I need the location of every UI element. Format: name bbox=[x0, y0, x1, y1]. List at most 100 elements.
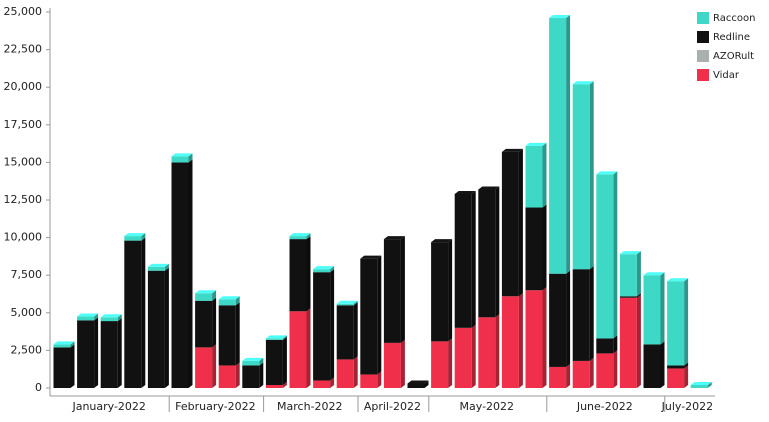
x-group-label: April-2022 bbox=[364, 400, 421, 413]
bar-segment bbox=[242, 365, 260, 388]
y-tick-label: 12,500 bbox=[4, 193, 43, 206]
bar-side bbox=[377, 255, 382, 375]
bar-segment bbox=[313, 380, 331, 388]
bar-segment bbox=[218, 365, 236, 388]
bar-top bbox=[407, 380, 429, 384]
bar-segment bbox=[171, 162, 189, 388]
bar-top bbox=[218, 296, 240, 300]
bar-side bbox=[282, 336, 287, 385]
bar-top bbox=[525, 142, 547, 146]
bar-segment bbox=[100, 321, 118, 388]
bar-segment bbox=[478, 317, 496, 388]
bar-side bbox=[448, 239, 453, 342]
bar-segment bbox=[596, 338, 614, 354]
y-tick-label: 2,500 bbox=[11, 343, 43, 356]
bar-side bbox=[377, 371, 382, 388]
bar-segment bbox=[171, 156, 189, 163]
bar-side bbox=[542, 142, 547, 208]
bar-side bbox=[70, 344, 75, 388]
bar-side bbox=[684, 278, 689, 366]
bar-segment bbox=[454, 327, 472, 388]
bar-side bbox=[235, 362, 240, 388]
bar-side bbox=[684, 365, 689, 388]
y-tick-label: 5,000 bbox=[11, 306, 43, 319]
bar-segment bbox=[218, 299, 236, 306]
bar-side bbox=[164, 263, 169, 271]
bar-top bbox=[619, 251, 641, 255]
bar-side bbox=[471, 190, 476, 328]
y-tick-label: 22,500 bbox=[4, 43, 43, 56]
bar-side bbox=[495, 186, 500, 318]
bar-segment bbox=[667, 365, 685, 369]
bar-segment bbox=[265, 338, 283, 340]
bar-side bbox=[117, 314, 122, 322]
bar-segment bbox=[549, 273, 567, 367]
bar-side bbox=[70, 341, 75, 348]
bar-segment bbox=[478, 189, 496, 318]
bar-side bbox=[471, 324, 476, 388]
bar-segment bbox=[431, 242, 449, 342]
bar-side bbox=[495, 314, 500, 388]
bar-segment bbox=[454, 193, 472, 328]
bar-segment bbox=[619, 296, 637, 298]
bar-segment bbox=[383, 239, 401, 343]
y-tick-label: 17,500 bbox=[4, 118, 43, 131]
x-group-label: January-2022 bbox=[71, 400, 145, 413]
bar-top bbox=[454, 190, 476, 194]
bar-segment bbox=[289, 239, 307, 312]
bar-side bbox=[636, 294, 641, 388]
bar-segment bbox=[100, 317, 118, 322]
bar-segment bbox=[643, 344, 661, 388]
bar-side bbox=[518, 148, 523, 297]
bar-top bbox=[289, 233, 311, 237]
bar-segment bbox=[690, 384, 708, 388]
bar-top bbox=[124, 233, 146, 237]
bar-segment bbox=[596, 174, 614, 339]
bar-side bbox=[400, 236, 405, 343]
bar-side bbox=[400, 339, 405, 388]
bar-side bbox=[589, 81, 594, 270]
bar-segment bbox=[525, 145, 543, 208]
bar-segment bbox=[360, 374, 378, 388]
bar-segment bbox=[195, 300, 213, 348]
bar-segment bbox=[313, 272, 331, 381]
bar-segment bbox=[572, 360, 590, 388]
bar-side bbox=[613, 171, 618, 339]
bar-segment bbox=[525, 290, 543, 388]
bar-side bbox=[636, 251, 641, 297]
bar-top bbox=[313, 266, 335, 270]
bar-top bbox=[100, 314, 122, 318]
bar-segment bbox=[667, 281, 685, 366]
bar-segment bbox=[313, 269, 331, 273]
y-tick-label: 7,500 bbox=[11, 268, 43, 281]
legend-swatch bbox=[697, 12, 709, 24]
bar-segment bbox=[619, 254, 637, 297]
bar-segment bbox=[265, 384, 283, 388]
bar-top bbox=[265, 335, 287, 339]
bar-side bbox=[542, 287, 547, 388]
bar-segment bbox=[619, 297, 637, 388]
bar-side bbox=[566, 15, 571, 274]
y-tick-label: 10,000 bbox=[4, 231, 43, 244]
bar-top bbox=[643, 272, 665, 276]
bar-side bbox=[424, 380, 429, 388]
bar-side bbox=[613, 350, 618, 388]
bar-top bbox=[53, 341, 75, 345]
bar-segment bbox=[572, 269, 590, 361]
legend-label: Vidar bbox=[713, 70, 740, 81]
bar-segment bbox=[124, 236, 142, 241]
bar-side bbox=[330, 377, 335, 388]
bar-top bbox=[501, 148, 523, 152]
bar-top bbox=[171, 153, 193, 157]
bar-segment bbox=[407, 383, 425, 388]
bar-top bbox=[572, 81, 594, 85]
bar-side bbox=[235, 302, 240, 366]
bar-segment bbox=[549, 18, 567, 274]
bar-side bbox=[212, 290, 217, 301]
x-group-label: July-2022 bbox=[661, 400, 714, 413]
bar-top bbox=[690, 381, 712, 385]
bar-top bbox=[147, 263, 169, 267]
bar-segment bbox=[525, 207, 543, 291]
bar-side bbox=[613, 335, 618, 354]
